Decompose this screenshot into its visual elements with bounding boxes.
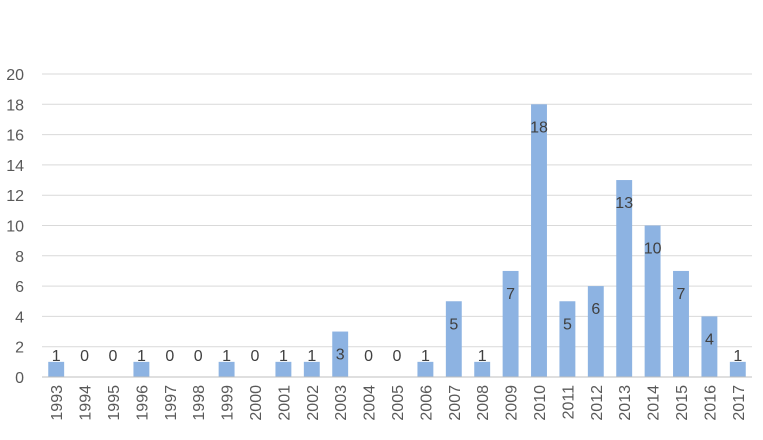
x-tick-label-2006: 2006 bbox=[418, 385, 435, 421]
y-tick-label: 14 bbox=[6, 158, 24, 175]
x-tick-label-1993: 1993 bbox=[49, 385, 66, 421]
data-label-2004: 0 bbox=[364, 348, 373, 365]
data-label-2008: 1 bbox=[478, 348, 487, 365]
x-tick-label-1997: 1997 bbox=[163, 385, 180, 421]
data-label-1994: 0 bbox=[80, 348, 89, 365]
data-label-2007: 5 bbox=[449, 316, 458, 333]
data-label-1997: 0 bbox=[165, 348, 174, 365]
bar-2009 bbox=[502, 270, 519, 377]
data-label-2017: 1 bbox=[733, 348, 742, 365]
bar-2003 bbox=[332, 331, 349, 377]
bars bbox=[48, 104, 746, 378]
y-tick-label: 20 bbox=[6, 67, 24, 84]
y-tick-label: 2 bbox=[15, 340, 24, 357]
y-tick-label: 18 bbox=[6, 97, 24, 114]
x-tick-label-2003: 2003 bbox=[333, 385, 350, 421]
data-label-2000: 0 bbox=[251, 348, 260, 365]
x-tick-label-2012: 2012 bbox=[589, 385, 606, 421]
data-label-2005: 0 bbox=[393, 348, 402, 365]
bar-2008 bbox=[474, 361, 491, 377]
x-tick-label-1998: 1998 bbox=[191, 385, 208, 421]
x-tick-label-1994: 1994 bbox=[78, 385, 95, 421]
bar-1996 bbox=[133, 361, 150, 377]
bar-2011 bbox=[559, 301, 576, 377]
grid-lines bbox=[42, 73, 752, 348]
x-tick-label-2008: 2008 bbox=[475, 385, 492, 421]
x-tick-label-2010: 2010 bbox=[532, 385, 549, 421]
bar-2015 bbox=[673, 270, 689, 377]
data-label-2015: 7 bbox=[677, 286, 686, 303]
bar-1999 bbox=[218, 361, 235, 377]
y-tick-label: 0 bbox=[15, 370, 24, 387]
x-tick-label-2017: 2017 bbox=[731, 385, 748, 421]
x-tick-label-1995: 1995 bbox=[106, 385, 123, 421]
bar-2012 bbox=[587, 286, 604, 377]
data-label-2012: 6 bbox=[591, 301, 600, 318]
bar-2014 bbox=[644, 225, 661, 377]
x-tick-label-2015: 2015 bbox=[674, 385, 691, 421]
bar-2001 bbox=[275, 361, 292, 377]
x-tick-label-2014: 2014 bbox=[646, 385, 663, 421]
bar-2007 bbox=[445, 301, 462, 377]
data-label-2014: 10 bbox=[644, 241, 662, 258]
bar-2016 bbox=[701, 316, 718, 377]
bar-2017 bbox=[729, 361, 746, 377]
data-label-1995: 0 bbox=[109, 348, 118, 365]
y-tick-label: 16 bbox=[6, 128, 24, 145]
data-label-2006: 1 bbox=[421, 348, 430, 365]
x-tick-label-2016: 2016 bbox=[702, 385, 719, 421]
x-tick-label-2009: 2009 bbox=[504, 385, 521, 421]
data-label-2001: 1 bbox=[279, 348, 288, 365]
y-tick-label: 8 bbox=[15, 249, 24, 266]
x-tick-label-2011: 2011 bbox=[560, 385, 577, 420]
x-tick-label-2004: 2004 bbox=[362, 385, 379, 421]
y-tick-label: 4 bbox=[15, 309, 24, 326]
bar-2002 bbox=[303, 361, 320, 377]
x-tick-label-2013: 2013 bbox=[617, 385, 634, 421]
data-label-2011: 5 bbox=[563, 316, 572, 333]
data-label-2009: 7 bbox=[506, 286, 515, 303]
x-axis-ticks: 1993 1994 1995 1996 1997 1998 1999 2000 2001 2002… bbox=[49, 385, 748, 421]
y-tick-label: 10 bbox=[6, 219, 24, 236]
y-tick-label: 12 bbox=[6, 188, 24, 205]
data-label-2002: 1 bbox=[307, 348, 316, 365]
data-label-2003: 3 bbox=[336, 347, 345, 364]
data-label-1996: 1 bbox=[137, 348, 146, 365]
bar-1993 bbox=[48, 361, 65, 377]
data-label-2013: 13 bbox=[615, 195, 633, 212]
y-axis-ticks: 0 2 4 6 8 10 12 14 16 18 20 bbox=[6, 67, 24, 387]
x-tick-label-2001: 2001 bbox=[276, 385, 293, 421]
data-label-1993: 1 bbox=[52, 348, 61, 365]
data-label-2016: 4 bbox=[705, 331, 714, 348]
data-label-1998: 0 bbox=[194, 348, 203, 365]
x-tick-label-1999: 1999 bbox=[220, 385, 237, 421]
data-label-1999: 1 bbox=[222, 348, 231, 365]
x-tick-label-2000: 2000 bbox=[248, 385, 265, 421]
bar-2006 bbox=[417, 361, 434, 377]
bar-2013 bbox=[616, 180, 633, 377]
x-tick-label-2002: 2002 bbox=[305, 385, 322, 421]
y-tick-label: 6 bbox=[15, 279, 24, 296]
data-label-2010: 18 bbox=[530, 119, 548, 136]
x-tick-label-1996: 1996 bbox=[134, 385, 151, 421]
bar-2010 bbox=[531, 104, 547, 378]
x-tick-label-2005: 2005 bbox=[390, 385, 407, 421]
x-tick-label-2007: 2007 bbox=[447, 385, 464, 421]
